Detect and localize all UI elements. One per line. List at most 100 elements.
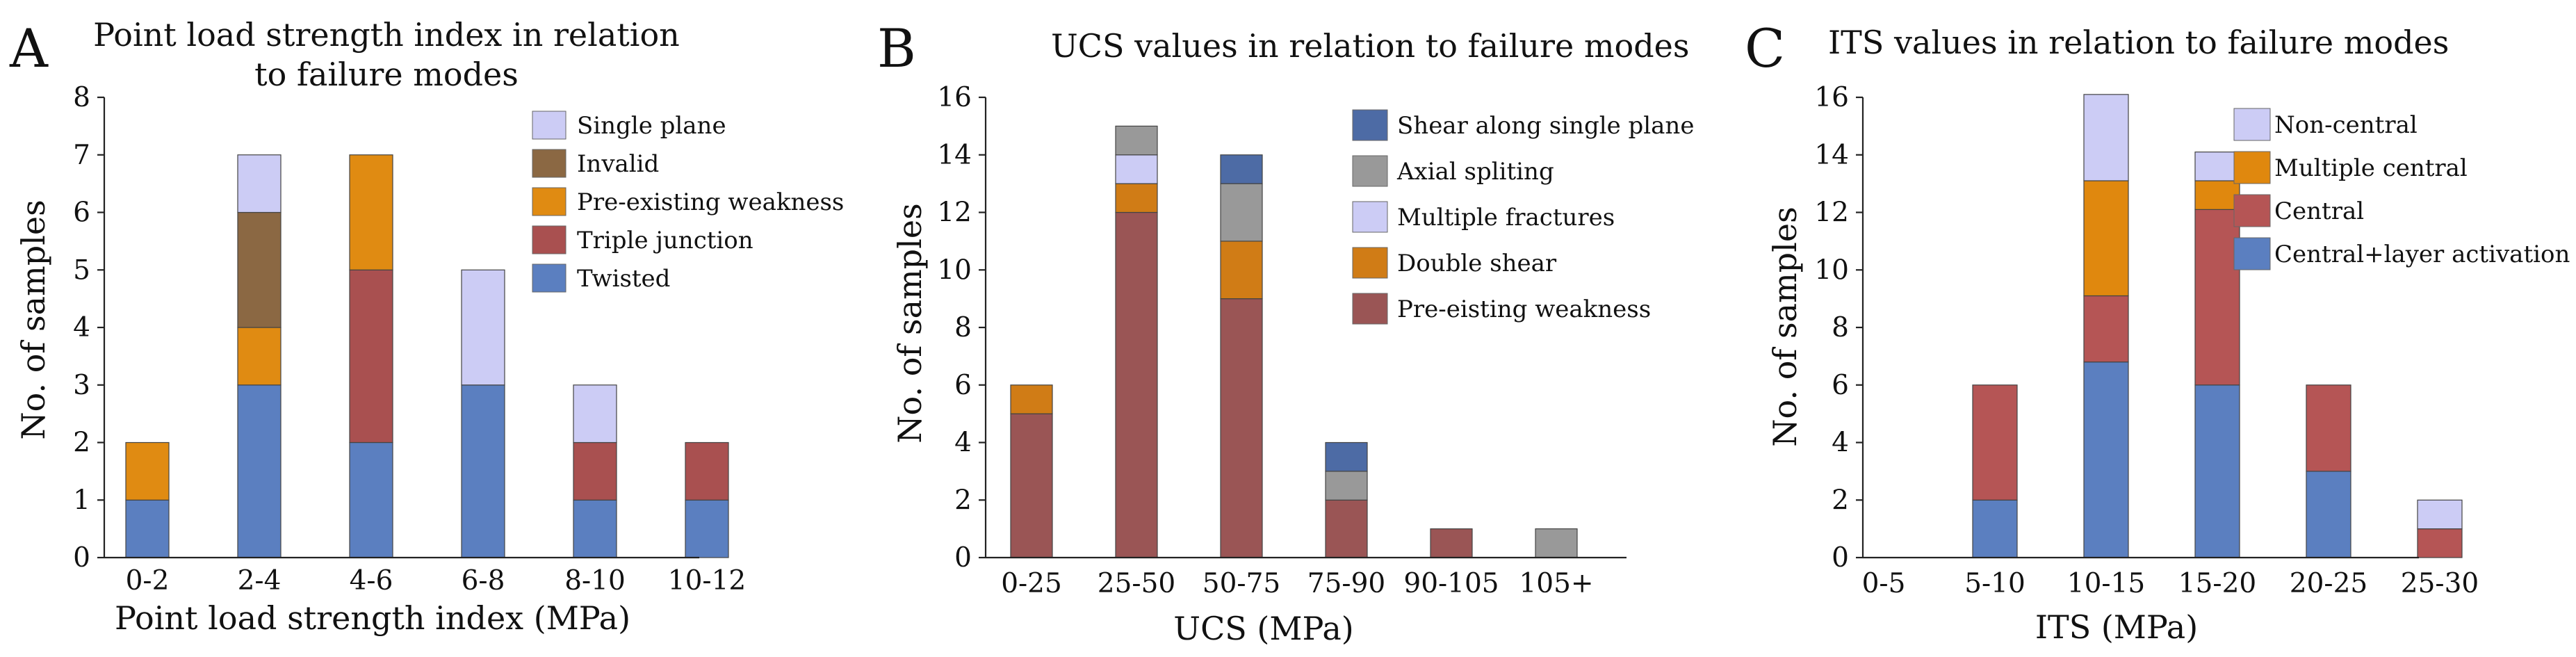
panel-c-bar-15-20-central-layer-activation — [2194, 384, 2240, 558]
panel-c-bar-20-25-central-layer-activation — [2306, 471, 2351, 558]
panel-c-y-tick-label: 14 — [1814, 140, 1849, 171]
panel-b-legend-label-axial-spliting: Axial spliting — [1396, 158, 1554, 186]
panel-c-bar-15-20-central — [2194, 209, 2240, 386]
panel-c-y-tick-label: 0 — [1832, 542, 1849, 574]
panel-c-x-category-label: 20-25 — [2290, 568, 2367, 599]
panel-c-y-axis-label: No. of samples — [1766, 206, 1804, 446]
panel-a-x-category-label: 0-2 — [126, 565, 170, 597]
panel-c-x-axis-label: ITS (MPa) — [2035, 608, 2198, 646]
panel-b-bar-50-75-double-shear — [1220, 241, 1263, 300]
panel-a-bar-8-10-triple-junction — [573, 441, 617, 501]
panel-a-x-category-label: 4-6 — [350, 565, 393, 597]
panel-a-title-line-2: to failure modes — [254, 56, 519, 93]
panel-c-y-tick-label: 10 — [1814, 254, 1849, 286]
panel-a-bar-2-4-twisted — [237, 384, 282, 558]
panel-b-x-category-label: 50-75 — [1203, 568, 1280, 599]
panel-a-y-ticks: 0 1 2 3 4 5 6 7 8 — [73, 82, 104, 574]
panel-a: A Point load strength index in relation … — [9, 16, 844, 637]
panel-b-legend-label-multiple-fractures: Multiple fractures — [1397, 204, 1615, 232]
panel-a-bar-4-6-twisted — [349, 441, 393, 558]
panel-c-bars — [1972, 94, 2463, 558]
panel-c-legend-swatch-non-central — [2233, 108, 2271, 141]
panel-b-bar-25-50-double-shear — [1115, 183, 1158, 213]
panel-b-bar-25-50-axial-spliting — [1115, 125, 1158, 156]
panel-b-bar-25-50-pre-eisting-weakness — [1115, 211, 1158, 558]
panel-c-legend: Non-central Multiple central Central Centra… — [2233, 108, 2570, 270]
panel-b-y-axis-label: No. of samples — [891, 203, 929, 443]
panel-a-x-category-label: 2-4 — [238, 565, 282, 597]
panel-b-x-category-label: 25-50 — [1098, 568, 1175, 599]
panel-a-y-tick-label: 6 — [73, 197, 90, 229]
panel-b-y-tick-label: 14 — [937, 140, 972, 171]
panel-b-y-tick-label: 8 — [954, 312, 972, 343]
panel-b-y-tick-label: 10 — [937, 254, 972, 286]
panel-a-x-category-label: 8-10 — [564, 565, 626, 597]
panel-a-legend-swatch-single-plane — [532, 111, 566, 140]
panel-c-x-category-label: 15-20 — [2178, 568, 2256, 599]
panel-c-legend-swatch-central — [2233, 194, 2271, 227]
panel-b-bar-50-75-axial-spliting — [1220, 183, 1263, 242]
panel-c-letter: C — [1745, 17, 1785, 79]
panel-a-legend: Single plane Invalid Pre-existing weakness… — [532, 111, 844, 293]
panel-b-x-category-label: 75-90 — [1307, 568, 1385, 599]
panel-a-y-tick-label: 8 — [73, 82, 90, 113]
panel-b-y-tick-label: 12 — [937, 197, 972, 229]
panel-b-legend-swatch-double-shear — [1352, 247, 1388, 279]
panel-b-legend-swatch-pre-eisting-weakness — [1352, 293, 1388, 325]
panel-a-y-tick-label: 3 — [73, 370, 90, 401]
panel-a-x-categories: 0-2 2-4 4-6 6-8 8-10 10-12 — [126, 565, 747, 597]
panel-c-x-category-label: 5-10 — [1964, 568, 2025, 599]
panel-a-legend-label-twisted: Twisted — [577, 265, 670, 293]
panel-c-y-tick-label: 8 — [1832, 312, 1849, 343]
panel-b-bar-75-90-pre-eisting-weakness — [1325, 499, 1368, 558]
panel-c-legend-label-central-layer-activation: Central+layer activation — [2274, 241, 2570, 268]
panel-b-legend-swatch-shear-along-single-plane — [1352, 109, 1388, 141]
panel-c-legend-label-multiple-central: Multiple central — [2274, 154, 2468, 182]
panel-b-legend-label-shear-along-single-plane: Shear along single plane — [1397, 112, 1694, 140]
panel-b-bar-0-25-pre-eisting-weakness — [1010, 413, 1053, 558]
panel-c-legend-swatch-multiple-central — [2233, 151, 2271, 184]
panel-a-bar-6-8-twisted — [461, 384, 505, 558]
panel-a-y-tick-label: 4 — [73, 312, 90, 343]
panel-a-x-category-label: 10-12 — [668, 565, 746, 597]
panel-a-legend-label-pre-existing-weakness: Pre-existing weakness — [577, 188, 844, 216]
panel-b-x-category-label: 105+ — [1519, 568, 1593, 599]
panel-a-title-line-1: Point load strength index in relation — [93, 16, 680, 54]
panel-c-title: ITS values in relation to failure modes — [1828, 24, 2449, 61]
panel-c-x-categories: 0-5 5-10 10-15 15-20 20-25 25-30 — [1862, 568, 2479, 599]
panel-c-y-ticks: 0 2 4 6 8 10 12 14 16 — [1814, 82, 1863, 574]
panel-c-bar-25-30-non-central — [2417, 499, 2463, 530]
panel-b-y-tick-label: 16 — [937, 82, 972, 113]
panel-b-bar-75-90-shear-along-single-plane — [1325, 441, 1368, 472]
panel-b-x-axis-label: UCS (MPa) — [1173, 610, 1353, 647]
panel-b-legend-swatch-multiple-fractures — [1352, 201, 1388, 233]
panel-c-bar-5-10-central-layer-activation — [1972, 499, 2018, 558]
panel-a-legend-swatch-triple-junction — [532, 225, 566, 254]
panel-a-legend-label-invalid: Invalid — [577, 150, 659, 178]
panel-b-legend: Shear along single plane Axial spliting Mu… — [1352, 109, 1694, 325]
panel-a-bar-0-2-twisted — [125, 499, 170, 558]
panel-c: C ITS values in relation to failure mode… — [1745, 17, 2570, 646]
panel-a-bar-4-6-triple-junction — [349, 269, 393, 444]
panel-b-y-tick-label: 4 — [954, 428, 972, 459]
panel-a-legend-swatch-pre-existing-weakness — [532, 187, 566, 216]
panel-c-bar-10-15-central-layer-activation — [2083, 362, 2129, 558]
panel-a-y-axis-label: No. of samples — [15, 200, 52, 439]
panel-c-x-category-label: 25-30 — [2401, 568, 2479, 599]
panel-a-legend-swatch-invalid — [532, 149, 566, 178]
panel-c-bar-10-15-central — [2083, 295, 2129, 363]
panel-c-legend-label-central: Central — [2274, 197, 2364, 225]
panel-c-y-tick-label: 16 — [1814, 82, 1849, 113]
panel-b-title: UCS values in relation to failure modes — [1051, 27, 1689, 65]
panel-a-bar-2-4-single-plane — [237, 154, 282, 213]
panel-a-x-category-label: 6-8 — [462, 565, 505, 597]
panel-a-legend-label-single-plane: Single plane — [577, 112, 726, 140]
panel-b-bar-90-105-pre-eisting-weakness — [1430, 528, 1473, 558]
panel-c-bar-15-20-non-central — [2194, 152, 2240, 181]
panel-b-legend-label-pre-eisting-weakness: Pre-eisting weakness — [1397, 295, 1651, 323]
panel-a-bar-10-12-twisted — [685, 499, 729, 558]
panel-b-bar-105-axial-spliting — [1535, 528, 1578, 558]
panel-a-legend-label-triple-junction: Triple junction — [577, 227, 753, 254]
panel-b-letter: B — [877, 17, 916, 79]
